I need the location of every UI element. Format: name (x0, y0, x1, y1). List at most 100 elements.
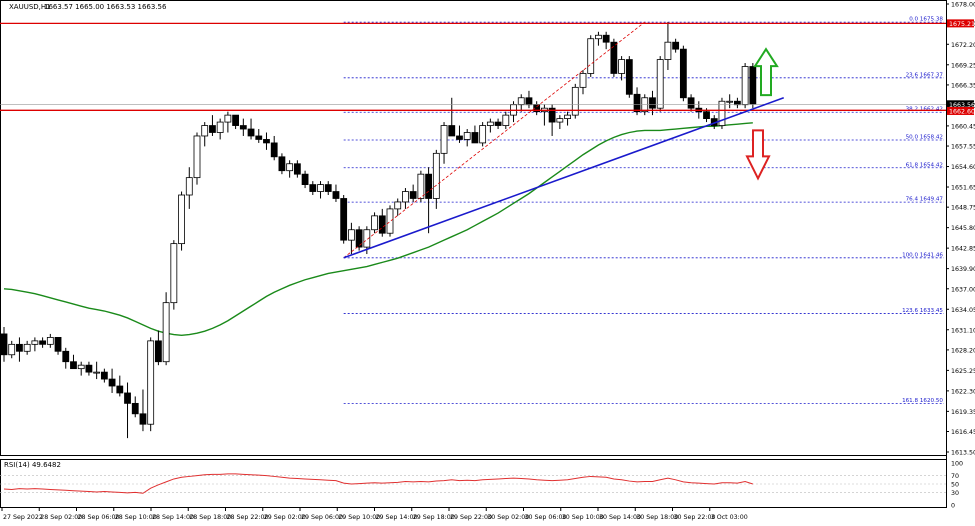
bull-candle (587, 38, 595, 74)
bullish-trend-line (343, 97, 784, 259)
price-tick-label: 1616.45 (951, 429, 975, 436)
moving-average[interactable] (3, 122, 753, 337)
bull-candle (216, 121, 224, 133)
bull-candle (726, 100, 734, 103)
moving-average-line (3, 122, 753, 337)
bull-candle (8, 343, 16, 356)
bull-candle (185, 177, 193, 196)
bull-candle (93, 371, 101, 374)
bear-candle (131, 402, 139, 415)
fib-level-label: 23.6 1667.37 (906, 72, 944, 78)
bull-candle (656, 59, 664, 109)
bull-candle (517, 97, 525, 106)
fib-trend-line (343, 21, 646, 259)
bull-candle (440, 125, 448, 154)
drawn-lines[interactable] (0, 21, 946, 259)
signal-arrows (745, 47, 779, 181)
time-tick-label: 30 Sep 18:00 (636, 514, 678, 521)
time-tick-label: 29 Sep 18:00 (413, 514, 455, 521)
bear-candle (108, 378, 116, 387)
price-tick-label: 1651.65 (951, 185, 975, 192)
bear-candle (293, 163, 301, 175)
rsi-line (3, 473, 753, 494)
bear-candle (471, 132, 479, 144)
bear-candle (672, 41, 680, 50)
bear-candle (301, 173, 309, 185)
bear-candle (154, 340, 162, 363)
bear-candle (525, 97, 533, 106)
price-tick-label: 1648.75 (951, 205, 975, 212)
time-tick-label: 28 Sep 06:00 (78, 514, 120, 521)
time-tick-label: 29 Sep 22:00 (450, 514, 492, 521)
bull-candle (201, 125, 209, 137)
bull-candle (641, 97, 649, 113)
price-tick-label: 1622.30 (951, 388, 975, 395)
bull-candle (664, 41, 672, 60)
rsi-level-label: 50 (951, 482, 959, 489)
bear-candle (62, 350, 70, 363)
bull-candle (363, 229, 371, 248)
bear-candle (332, 191, 340, 199)
bull-candle (286, 163, 294, 172)
price-badge-label: 1675.21 (949, 21, 975, 28)
bull-candle (718, 100, 726, 126)
bull-candle (402, 191, 409, 203)
bear-candle (239, 125, 247, 130)
bear-candle (749, 66, 757, 105)
up-arrow-icon (753, 47, 779, 97)
bear-candle (456, 135, 463, 140)
time-tick-label: 30 Sep 06:00 (525, 514, 567, 521)
bear-candle (116, 385, 124, 394)
bear-candle (309, 184, 317, 192)
fib-level-label: 161.8 1620.50 (902, 398, 943, 404)
time-tick-label: 29 Sep 02:00 (264, 514, 306, 521)
ohlc-readout: 1663.57 1665.00 1663.53 1663.56 (44, 3, 167, 11)
bull-candle (23, 343, 31, 352)
bear-candle (494, 121, 502, 126)
bull-candle (371, 215, 378, 231)
fib-level-label: 76.4 1649.47 (906, 197, 944, 203)
bull-candle (170, 243, 178, 304)
bull-candle (486, 121, 494, 126)
bear-candle (70, 361, 77, 370)
bear-candle (602, 34, 610, 43)
fib-level-label: 123.6 1633.45 (902, 308, 943, 314)
bear-candle (610, 41, 618, 74)
rsi-level-label: 100 (951, 461, 963, 468)
bear-candle (687, 97, 695, 109)
down-arrow-icon (745, 129, 771, 181)
price-tick-label: 1666.35 (951, 82, 975, 89)
bear-candle (703, 111, 710, 120)
price-tick-label: 1669.25 (951, 62, 975, 69)
price-tick-label: 1657.55 (951, 144, 975, 151)
bull-candle (417, 173, 425, 199)
price-tick-label: 1642.85 (951, 246, 975, 253)
price-tick-label: 1637.00 (951, 286, 975, 293)
bull-candle (502, 114, 510, 126)
bull-candle (618, 59, 625, 74)
time-tick-label: 27 Sep 2022 (3, 514, 43, 521)
candlesticks[interactable] (0, 22, 757, 439)
price-tick-label: 1639.90 (951, 266, 975, 273)
price-tick-label: 1672.20 (951, 42, 975, 49)
time-tick-label: 29 Sep 10:00 (338, 514, 380, 521)
bull-candle (147, 340, 155, 425)
bear-candle (649, 97, 656, 109)
bear-candle (54, 336, 62, 352)
time-tick-label: 28 Sep 10:00 (115, 514, 157, 521)
price-badge-label: 1662.60 (949, 108, 975, 115)
bear-candle (548, 107, 556, 123)
time-tick-label: 29 Sep 06:00 (301, 514, 343, 521)
bull-candle (347, 229, 355, 241)
bear-candle (679, 48, 687, 99)
time-tick-label: 28 Sep 18:00 (189, 514, 231, 521)
bull-candle (178, 194, 185, 245)
bear-candle (124, 392, 131, 404)
bear-candle (247, 128, 255, 137)
time-tick-label: 28 Sep 02:00 (40, 514, 82, 521)
